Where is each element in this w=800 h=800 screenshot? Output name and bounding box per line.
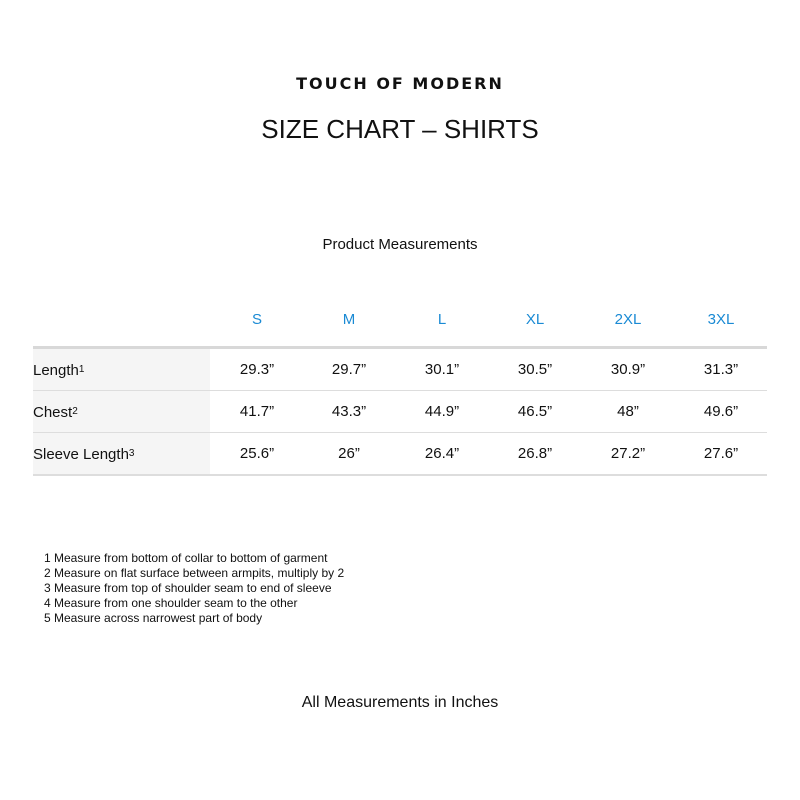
units-note: All Measurements in Inches: [301, 694, 499, 711]
table-cell: 26”: [338, 445, 360, 462]
table-cell: 26.4”: [424, 445, 460, 462]
row-label-text: Chest: [33, 404, 73, 421]
size-header-3xl: 3XL: [707, 311, 735, 328]
size-header-m: M: [342, 311, 356, 328]
table-cell: 46.5”: [517, 403, 553, 420]
size-header-s: S: [251, 311, 262, 328]
page-title: SIZE CHART – SHIRTS: [261, 114, 539, 144]
footnote-ref: 3: [128, 448, 135, 459]
footnote: 4 Measure from one shoulder seam to the …: [44, 596, 298, 610]
table-cell: 48”: [617, 403, 639, 420]
table-cell: 26.8”: [517, 445, 553, 462]
brand-logo: TOUCH OF MODERN: [296, 74, 504, 93]
table-cell: 25.6”: [239, 445, 275, 462]
footnote-ref: 1: [78, 364, 85, 375]
size-header-row: S M L XL 2XL 3XL: [33, 300, 767, 349]
table-row: Sleeve Length3 25.6” 26” 26.4” 26.8” 27.2” 27.…: [33, 433, 767, 476]
row-label-text: Length: [33, 362, 79, 379]
size-header-l: L: [437, 311, 447, 328]
footnote: 1 Measure from bottom of collar to botto…: [44, 551, 328, 565]
footnote-ref: 2: [72, 406, 78, 417]
footnote: 5 Measure across narrowest part of body: [44, 611, 263, 625]
table-cell: 30.5”: [517, 361, 553, 378]
table-cell: 31.3”: [703, 361, 739, 378]
table-cell: 27.2”: [610, 445, 646, 462]
row-label: Chest2: [33, 391, 210, 432]
table-cell: 44.9”: [424, 403, 460, 420]
table-cell: 29.3”: [239, 361, 275, 378]
footnote: 2 Measure on flat surface between armpit…: [44, 566, 345, 580]
size-header-xl: XL: [525, 311, 545, 328]
table-cell: 41.7”: [239, 403, 275, 420]
table-cell: 29.7”: [331, 361, 367, 378]
table-row: Length1 29.3” 29.7” 30.1” 30.5” 30.9” 31.3”: [33, 349, 767, 391]
row-label: Length1: [33, 349, 210, 390]
table-cell: 27.6”: [703, 445, 739, 462]
size-table: S M L XL 2XL 3XL Length1 29.3” 29.7” 30.1” 30.5” 3…: [33, 300, 767, 476]
row-label: Sleeve Length3: [33, 433, 210, 474]
table-cell: 43.3”: [331, 403, 367, 420]
row-label-text: Sleeve Length: [33, 446, 129, 463]
table-cell: 30.9”: [610, 361, 646, 378]
table-row: Chest2 41.7” 43.3” 44.9” 46.5” 48” 49.6”: [33, 391, 767, 433]
section-subtitle: Product Measurements: [322, 236, 478, 253]
table-cell: 49.6”: [703, 403, 739, 420]
footnotes: 1 Measure from bottom of collar to botto…: [44, 551, 344, 626]
size-header-2xl: 2XL: [614, 311, 642, 328]
footnote: 3 Measure from top of shoulder seam to e…: [44, 581, 332, 595]
table-cell: 30.1”: [424, 361, 460, 378]
